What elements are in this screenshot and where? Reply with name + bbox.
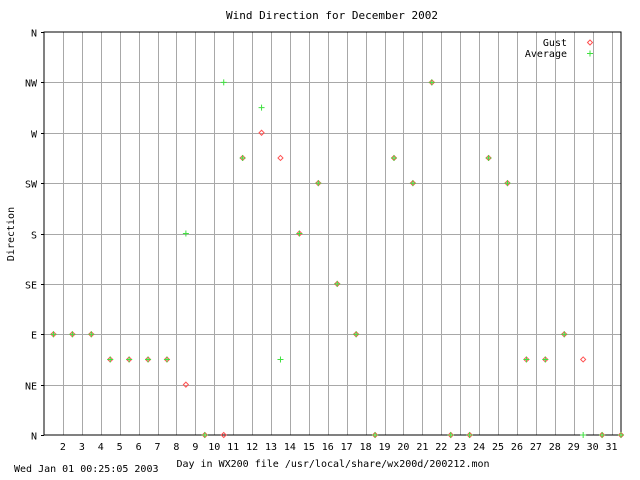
x-tick-label: 14 (284, 442, 296, 453)
average-point (428, 79, 435, 86)
average-point (618, 432, 624, 438)
average-point (239, 154, 246, 161)
x-tick-label: 4 (98, 442, 104, 453)
average-point (107, 356, 114, 363)
x-tick-label: 22 (435, 442, 447, 453)
x-tick-label: 9 (192, 442, 198, 453)
average-point (542, 356, 549, 363)
x-tick-label: 6 (136, 442, 142, 453)
y-tick-label: NW (25, 79, 38, 90)
legend-label-gust: Gust (543, 38, 567, 49)
y-tick-label: SW (25, 180, 38, 191)
chart-title: Wind Direction for December 2002 (226, 9, 438, 22)
average-point (353, 331, 360, 338)
y-tick-label: E (31, 331, 37, 342)
average-point (126, 356, 133, 363)
x-tick-label: 29 (568, 442, 580, 453)
x-tick-label: 10 (208, 442, 220, 453)
average-point (69, 331, 76, 338)
x-tick-label: 20 (397, 442, 409, 453)
average-point (561, 331, 568, 338)
average-point (220, 79, 227, 86)
average-point (163, 356, 170, 363)
legend-marker-gust (586, 39, 594, 46)
y-tick-label: N (31, 432, 37, 443)
y-tick-label: NE (25, 382, 37, 393)
gust-point (277, 154, 284, 162)
average-point (580, 432, 587, 438)
x-tick-label: 8 (173, 442, 179, 453)
x-tick-label: 3 (79, 442, 85, 453)
average-point (315, 180, 322, 187)
x-tick-label: 12 (246, 442, 258, 453)
x-tick-label: 28 (549, 442, 561, 453)
legend-label-average: Average (525, 49, 567, 60)
y-tick-label: SE (25, 281, 37, 292)
average-point (258, 104, 265, 111)
average-point (88, 331, 95, 338)
average-point (504, 180, 511, 187)
x-tick-label: 31 (606, 442, 618, 453)
x-tick-label: 24 (473, 442, 485, 453)
x-tick-label: 16 (322, 442, 334, 453)
y-axis-label: Direction (6, 207, 17, 261)
gust-point (579, 356, 587, 363)
x-tick-label: 18 (360, 442, 372, 453)
gust-point (182, 381, 190, 388)
x-tick-label: 2 (60, 442, 66, 453)
x-tick-label: 5 (117, 442, 123, 453)
average-point (201, 432, 208, 438)
x-tick-label: 7 (154, 442, 160, 453)
average-point (466, 432, 473, 438)
average-point (409, 180, 416, 187)
gust-point (258, 129, 265, 136)
x-tick-label: 17 (341, 442, 353, 453)
x-tick-label: 19 (379, 442, 391, 453)
grid-lines (44, 32, 621, 435)
data-marks (50, 79, 625, 439)
average-point (485, 154, 492, 161)
average-point (599, 432, 606, 438)
average-point (145, 356, 152, 363)
gust-point (220, 431, 227, 439)
x-tick-label: 26 (511, 442, 523, 453)
average-point (296, 230, 303, 237)
legend-marker-average (587, 50, 593, 57)
average-point (182, 230, 189, 237)
y-tick-label: S (31, 231, 37, 242)
plot-frame (43, 31, 622, 436)
y-tick-label: N (31, 29, 37, 40)
x-tick-label: 15 (303, 442, 315, 453)
generated-timestamp: Wed Jan 01 00:25:05 2003 (14, 464, 159, 475)
average-point (334, 280, 341, 287)
x-tick-label: 30 (587, 442, 599, 453)
x-axis-label: Day in WX200 file /usr/local/share/wx200… (176, 459, 489, 470)
x-tick-label: 11 (227, 442, 239, 453)
x-tick-label: 23 (454, 442, 466, 453)
average-point (50, 331, 57, 338)
average-point (277, 356, 284, 363)
y-tick-label: W (31, 130, 38, 141)
average-point (447, 432, 454, 438)
average-point (390, 154, 397, 161)
average-point (372, 432, 379, 438)
x-tick-label: 21 (416, 442, 428, 453)
x-tick-label: 25 (492, 442, 504, 453)
x-tick-label: 27 (530, 442, 542, 453)
x-tick-label: 13 (265, 442, 277, 453)
average-point (523, 356, 530, 363)
